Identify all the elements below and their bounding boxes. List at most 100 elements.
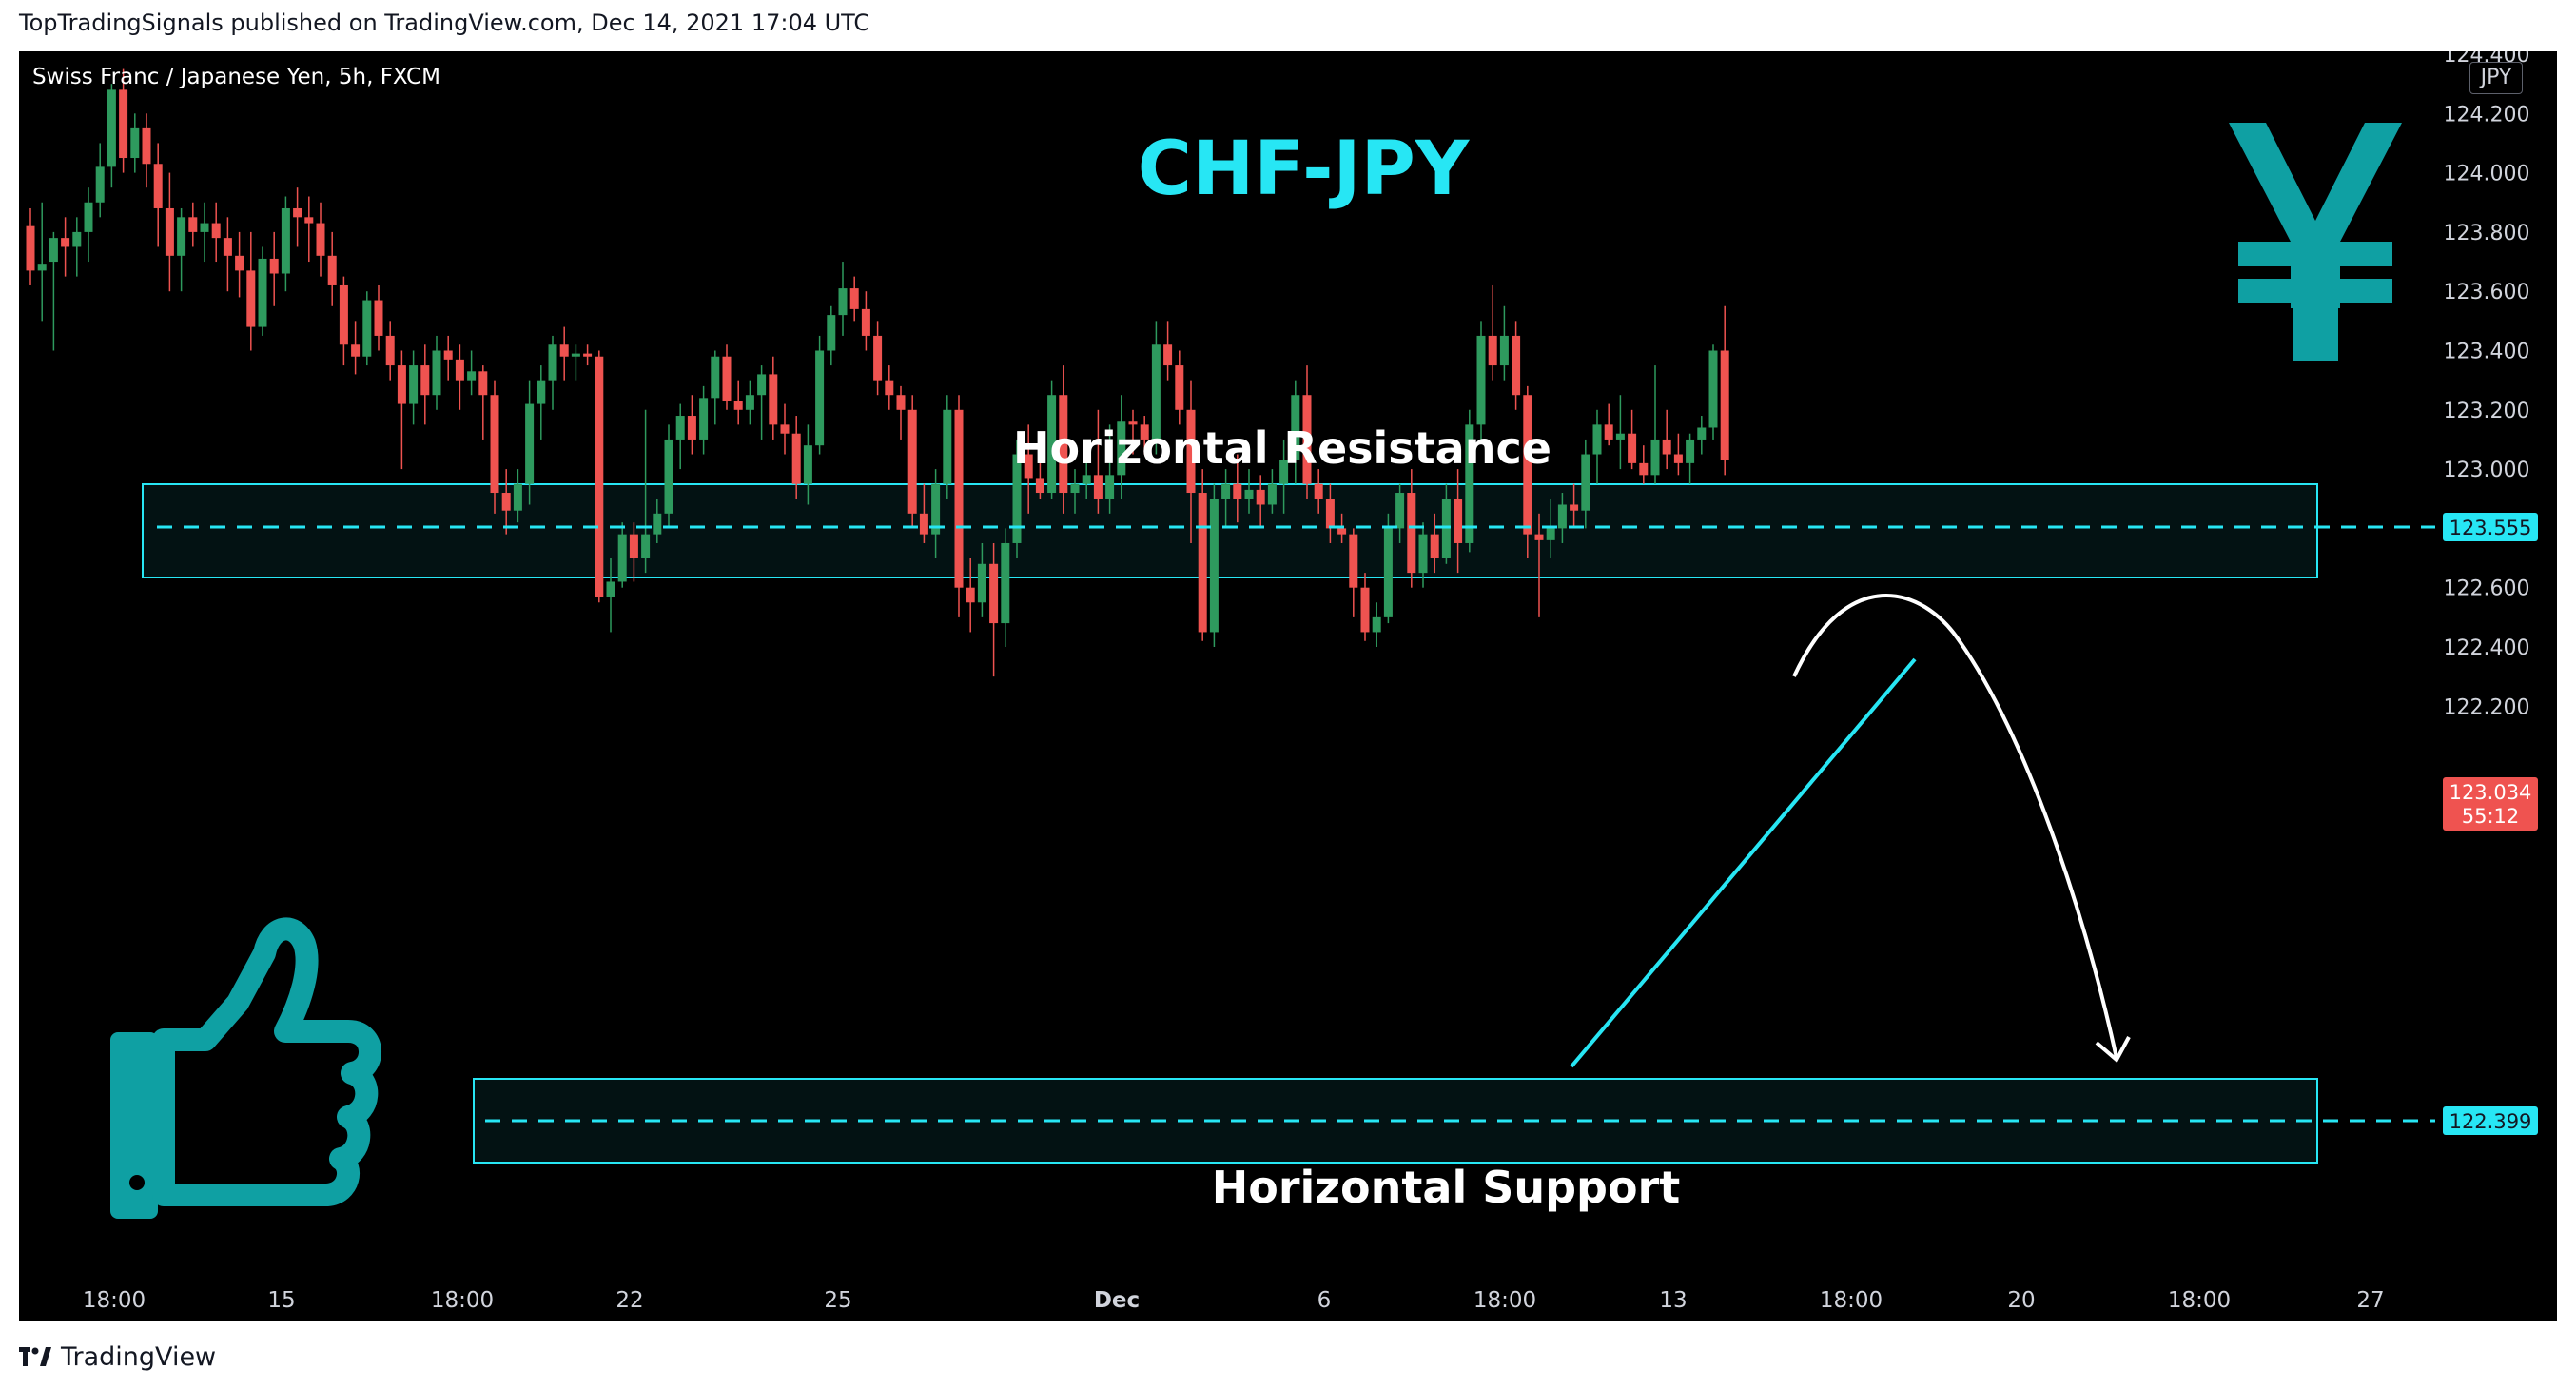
candle-body[interactable] <box>1372 616 1381 633</box>
candle-body[interactable] <box>1488 335 1497 366</box>
candle-body[interactable] <box>443 350 453 360</box>
candle-body[interactable] <box>1557 504 1567 529</box>
candle-body[interactable] <box>397 365 406 404</box>
candle-body[interactable] <box>1117 421 1126 476</box>
candle-body[interactable] <box>1012 454 1022 543</box>
candle-body[interactable] <box>1302 395 1312 484</box>
candle-body[interactable] <box>1662 439 1671 455</box>
candle-body[interactable] <box>966 587 975 603</box>
candle-body[interactable] <box>1686 439 1695 463</box>
candle-body[interactable] <box>339 284 348 345</box>
candle-body[interactable] <box>1512 335 1521 396</box>
candle-body[interactable] <box>606 581 615 597</box>
candle-body[interactable] <box>931 483 941 535</box>
candle-body[interactable] <box>1383 528 1393 617</box>
candle-body[interactable] <box>119 89 128 159</box>
candle-body[interactable] <box>1430 534 1439 558</box>
candle-body[interactable] <box>1499 335 1509 366</box>
candle-body[interactable] <box>1708 350 1718 428</box>
candle-body[interactable] <box>1592 424 1602 455</box>
candle-body[interactable] <box>1105 475 1115 499</box>
candle-body[interactable] <box>165 207 174 256</box>
candle-body[interactable] <box>722 356 732 401</box>
candle-body[interactable] <box>490 395 499 494</box>
candle-body[interactable] <box>1697 427 1707 440</box>
candle-body[interactable] <box>769 374 778 425</box>
candle-body[interactable] <box>1523 395 1532 535</box>
candle-body[interactable] <box>95 166 105 203</box>
candle-body[interactable] <box>409 365 419 404</box>
candle-body[interactable] <box>501 493 511 511</box>
candle-body[interactable] <box>467 371 477 381</box>
candle-body[interactable] <box>223 238 232 256</box>
candle-body[interactable] <box>1673 454 1683 463</box>
candle-body[interactable] <box>1581 454 1590 511</box>
candle-body[interactable] <box>583 353 593 357</box>
candle-body[interactable] <box>1570 504 1579 511</box>
candle-body[interactable] <box>478 371 488 396</box>
candle-body[interactable] <box>1244 489 1254 499</box>
candle-body[interactable] <box>362 300 372 357</box>
candle-body[interactable] <box>1337 528 1347 535</box>
candle-body[interactable] <box>374 300 383 336</box>
candle-body[interactable] <box>1279 460 1289 484</box>
candle-body[interactable] <box>37 264 47 271</box>
candle-body[interactable] <box>873 335 883 381</box>
candle-body[interactable] <box>84 202 93 232</box>
candle-body[interactable] <box>1291 395 1300 460</box>
candle-body[interactable] <box>1233 483 1242 499</box>
candle-body[interactable] <box>200 223 209 232</box>
candle-body[interactable] <box>780 424 790 434</box>
candle-body[interactable] <box>1128 421 1138 425</box>
candle-body[interactable] <box>733 401 743 410</box>
candle-body[interactable] <box>827 315 836 351</box>
candle-body[interactable] <box>1198 493 1207 633</box>
candle-body[interactable] <box>327 255 337 285</box>
candle-body[interactable] <box>1186 409 1196 494</box>
candle-body[interactable] <box>954 409 964 588</box>
candle-body[interactable] <box>943 409 952 484</box>
candle-body[interactable] <box>1082 475 1091 484</box>
candle-body[interactable] <box>258 258 267 327</box>
candle-body[interactable] <box>316 223 325 256</box>
candle-body[interactable] <box>1325 499 1335 529</box>
candle-body[interactable] <box>861 308 870 336</box>
candle-body[interactable] <box>617 534 627 582</box>
candle-body[interactable] <box>907 409 917 514</box>
candle-body[interactable] <box>269 258 279 274</box>
candle-body[interactable] <box>72 231 82 247</box>
candle-body[interactable] <box>1604 424 1613 440</box>
candle-body[interactable] <box>293 207 302 218</box>
candle-body[interactable] <box>455 359 464 381</box>
candle-body[interactable] <box>281 207 290 274</box>
candle-body[interactable] <box>107 89 116 167</box>
candle-body[interactable] <box>177 217 186 256</box>
candle-body[interactable] <box>1465 424 1474 543</box>
candle-body[interactable] <box>142 127 151 165</box>
candle-body[interactable] <box>838 288 848 316</box>
candle-body[interactable] <box>791 433 801 484</box>
candle-body[interactable] <box>1001 542 1010 624</box>
candle-body[interactable] <box>675 416 685 440</box>
candle-body[interactable] <box>919 513 928 535</box>
candle-body[interactable] <box>653 513 662 535</box>
candle-body[interactable] <box>1221 483 1231 499</box>
candle-body[interactable] <box>1407 493 1416 574</box>
candle-body[interactable] <box>896 395 906 410</box>
candle-body[interactable] <box>757 374 767 396</box>
candle-body[interactable] <box>1454 499 1463 543</box>
candle-body[interactable] <box>571 353 580 357</box>
candle-body[interactable] <box>1418 534 1428 574</box>
candle-body[interactable] <box>246 270 256 327</box>
candle-body[interactable] <box>304 217 314 224</box>
candle-body[interactable] <box>1024 454 1033 479</box>
price-chart[interactable]: 124.400124.200124.000123.800123.600123.4… <box>19 44 2557 1321</box>
candle-body[interactable] <box>1314 483 1323 499</box>
candle-body[interactable] <box>803 445 812 484</box>
candle-body[interactable] <box>1256 489 1265 505</box>
candle-body[interactable] <box>1267 483 1277 505</box>
candle-body[interactable] <box>1059 395 1068 494</box>
candle-body[interactable] <box>849 288 859 309</box>
candle-body[interactable] <box>1720 350 1729 460</box>
candle-body[interactable] <box>153 164 163 208</box>
